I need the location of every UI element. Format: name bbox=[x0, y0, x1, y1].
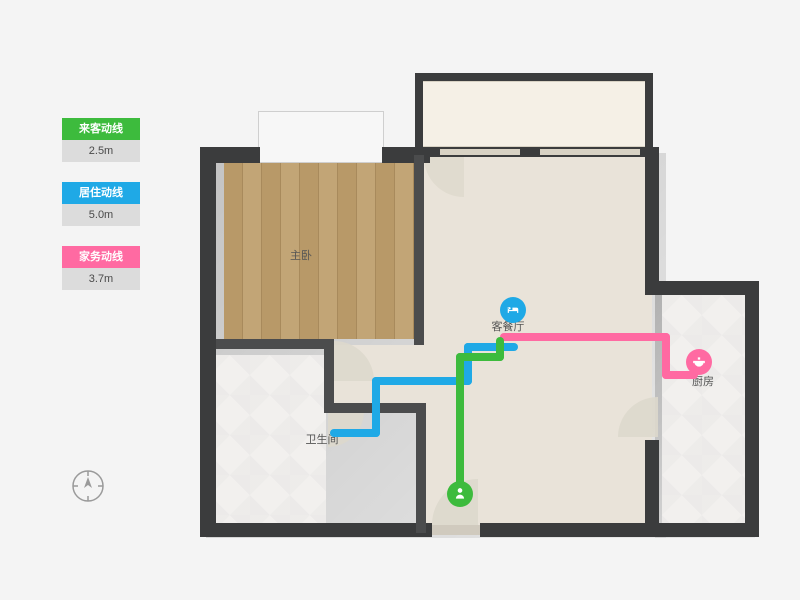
room-balcony bbox=[422, 81, 646, 147]
floor-plan: 阳台 bbox=[200, 55, 760, 555]
legend-guest: 来客动线 2.5m bbox=[62, 118, 140, 162]
compass-icon bbox=[70, 468, 106, 504]
room-kitchen bbox=[662, 295, 748, 525]
person-icon bbox=[447, 481, 473, 507]
legend-living: 居住动线 5.0m bbox=[62, 182, 140, 226]
legend: 来客动线 2.5m 居住动线 5.0m 家务动线 3.7m bbox=[62, 118, 140, 310]
pot-icon bbox=[686, 349, 712, 375]
bed-icon bbox=[500, 297, 526, 323]
path-guest bbox=[456, 353, 464, 493]
label-bedroom: 主卧 bbox=[276, 247, 326, 263]
legend-chores-value: 3.7m bbox=[62, 268, 140, 290]
legend-chores: 家务动线 3.7m bbox=[62, 246, 140, 290]
legend-guest-label: 来客动线 bbox=[62, 118, 140, 140]
path-chores bbox=[500, 333, 670, 341]
legend-living-value: 5.0m bbox=[62, 204, 140, 226]
legend-guest-value: 2.5m bbox=[62, 140, 140, 162]
legend-living-label: 居住动线 bbox=[62, 182, 140, 204]
legend-chores-label: 家务动线 bbox=[62, 246, 140, 268]
room-living bbox=[420, 155, 652, 527]
